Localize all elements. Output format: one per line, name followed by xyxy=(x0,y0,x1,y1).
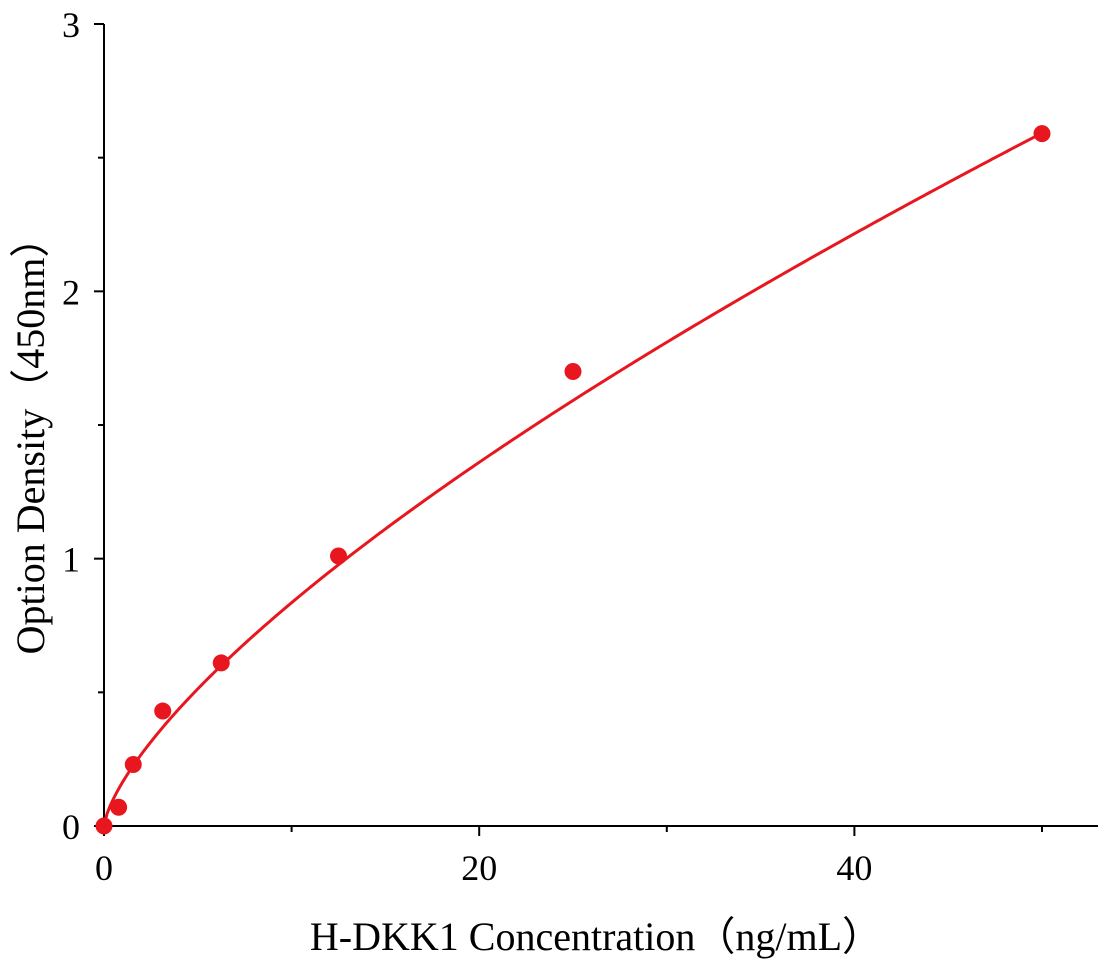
ticks xyxy=(94,23,1043,836)
tick-labels: 0 20 40 0 1 2 3 xyxy=(62,5,872,888)
data-point xyxy=(154,702,172,720)
x-axis-title: H-DKK1 Concentration（ng/mL） xyxy=(310,914,882,959)
y-tick-label: 0 xyxy=(62,807,80,847)
data-points xyxy=(95,125,1051,835)
y-axis-title: Option Density（450nm） xyxy=(8,218,53,655)
data-point xyxy=(212,654,230,672)
y-tick-label: 3 xyxy=(62,5,80,45)
data-point xyxy=(124,756,142,774)
y-tick-label: 2 xyxy=(62,272,80,312)
data-point xyxy=(330,547,347,565)
fit-curve-line xyxy=(102,131,1043,827)
data-point xyxy=(564,363,582,381)
axis-lines xyxy=(103,24,1098,827)
y-tick-label: 1 xyxy=(62,540,80,580)
data-point xyxy=(110,798,128,816)
data-point xyxy=(1033,125,1051,143)
x-tick-label: 40 xyxy=(836,848,872,888)
data-point xyxy=(95,817,113,835)
x-tick-label: 20 xyxy=(461,848,497,888)
axes xyxy=(103,24,1098,827)
x-tick-label: 0 xyxy=(95,848,113,888)
